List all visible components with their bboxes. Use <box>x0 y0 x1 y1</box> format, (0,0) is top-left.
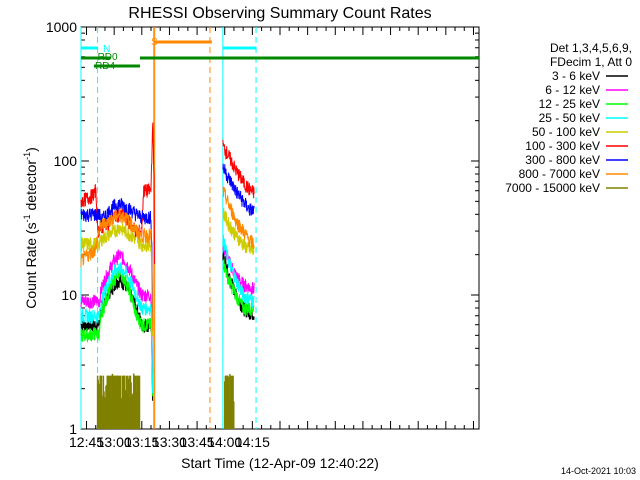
x-tick-label: 13:00 <box>97 434 132 450</box>
bar-label-n: N <box>103 44 110 55</box>
series-line-7-post <box>222 186 255 249</box>
legend-label: 100 - 300 keV <box>525 139 600 153</box>
x-tick-label: 12:45 <box>69 434 104 450</box>
series-line-7 <box>80 208 154 331</box>
x-tick-label: 14:15 <box>235 434 270 450</box>
series-line-5 <box>80 122 155 264</box>
legend-header-2: FDecim 1, Att 0 <box>550 55 632 69</box>
x-tick-label: 13:45 <box>180 434 215 450</box>
series-line-3-post <box>222 234 255 309</box>
bar-label-rd4: RD4 <box>95 61 115 72</box>
series-line-1 <box>80 249 154 375</box>
bar-label-s: S <box>151 37 158 48</box>
legend-label: 3 - 6 keV <box>552 69 600 83</box>
series-lines <box>80 122 255 429</box>
legend-header-1: Det 1,3,4,5,6,9, <box>550 41 632 55</box>
plot-frame <box>80 26 480 430</box>
legend-label: 7000 - 15000 keV <box>505 181 600 195</box>
legend-label: 25 - 50 keV <box>539 111 600 125</box>
legend-label: 12 - 25 keV <box>539 97 600 111</box>
y-axis: 1 10 100 1000 <box>46 19 479 437</box>
chart-title: RHESSI Observing Summary Count Rates <box>128 5 431 22</box>
y-tick-label: 1 <box>69 421 77 437</box>
series-line-2-post <box>222 258 255 317</box>
series-line-3 <box>80 262 154 394</box>
series-line-6-post <box>222 163 255 216</box>
series-line-6 <box>80 198 154 324</box>
x-tick-label: 14:00 <box>207 434 242 450</box>
legend-label: 6 - 12 keV <box>545 83 600 97</box>
series-line-5-post <box>222 139 255 199</box>
legend-label: 50 - 100 keV <box>532 125 600 139</box>
x-tick-label: 13:15 <box>124 434 159 450</box>
y-axis-label-main: Count Rate (s <box>23 222 39 308</box>
y-axis-label-mid: detector <box>23 160 39 215</box>
y-tick-label: 100 <box>54 153 78 169</box>
y-axis-label-sup1: -1 <box>22 214 32 222</box>
y-axis-label-end: ) <box>23 147 39 152</box>
bar-label-rd0: RD0 <box>98 52 118 63</box>
y-tick-label: 10 <box>61 287 77 303</box>
y-axis-label-sup2: -1 <box>22 152 32 160</box>
x-tick-label: 13:30 <box>152 434 187 450</box>
y-tick-label: 1000 <box>46 19 77 35</box>
legend-label: 800 - 7000 keV <box>519 167 600 181</box>
x-axis-label: Start Time (12-Apr-09 12:40:22) <box>181 455 379 471</box>
legend-label: 300 - 800 keV <box>525 153 600 167</box>
timestamp: 14-Oct-2021 10:03 <box>561 466 636 476</box>
y-axis-label: Count Rate (s-1 detector-1) <box>22 147 39 309</box>
